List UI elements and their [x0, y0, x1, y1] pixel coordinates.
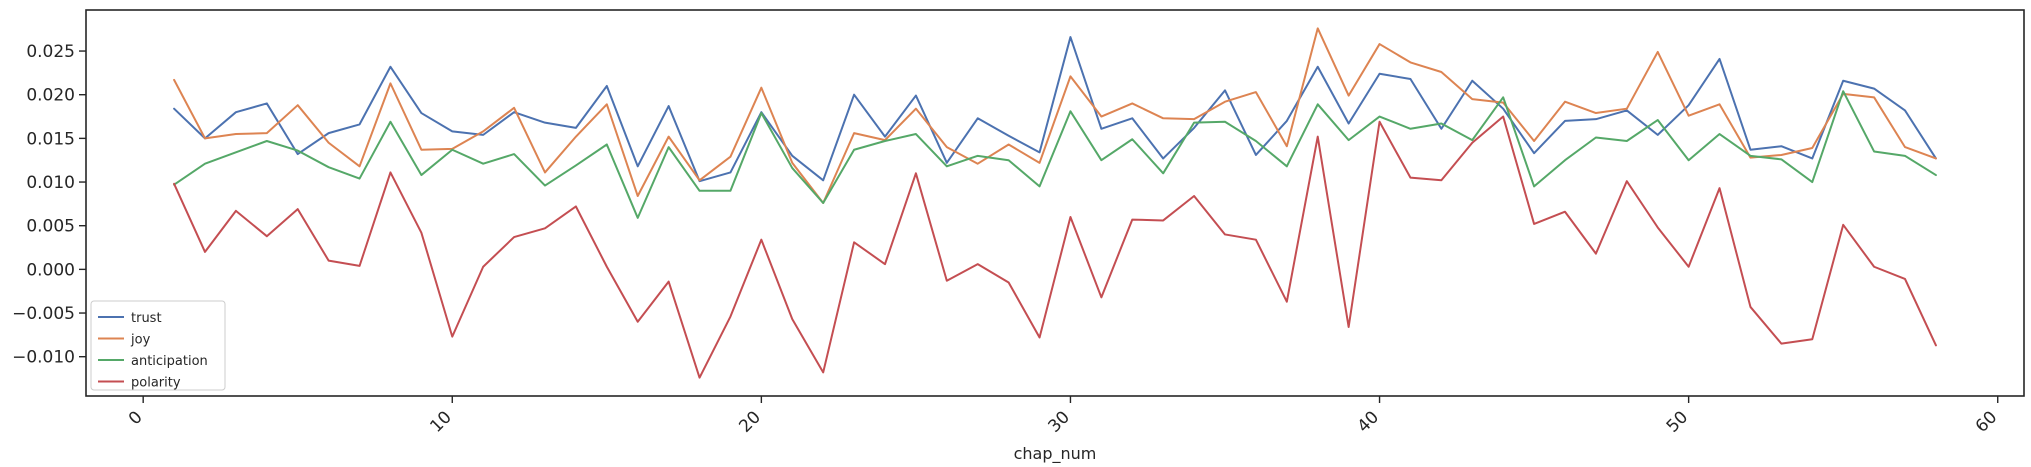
x-axis-title: chap_num — [1014, 444, 1097, 464]
y-tick-label: 0.025 — [26, 42, 75, 62]
plot-area: −0.010 −0.005 0.000 0.005 0.010 0.015 0.020 0.0… — [12, 9, 2025, 437]
y-tick-label: −0.010 — [12, 348, 75, 368]
y-tick-label: 0.000 — [26, 260, 75, 280]
plot-frame — [85, 9, 2025, 397]
series-line-joy — [173, 27, 1937, 204]
legend-label-trust: trust — [131, 311, 162, 326]
y-tick-label: 0.005 — [26, 217, 75, 237]
y-tick-label: 0.015 — [26, 129, 75, 149]
y-tick-label: 0.010 — [26, 173, 75, 193]
y-tick-label: 0.020 — [26, 86, 75, 106]
legend: trust joy anticipation polarity — [90, 300, 226, 391]
legend-label-polarity: polarity — [131, 376, 181, 391]
series-line-polarity — [173, 115, 1937, 379]
series-layer — [173, 27, 1937, 379]
series-line-trust — [173, 36, 1937, 183]
y-axis: −0.010 −0.005 0.000 0.005 0.010 0.015 0.020 0.0… — [12, 42, 86, 368]
series-line-anticipation — [173, 90, 1937, 219]
legend-box — [90, 300, 226, 391]
y-tick-label: −0.005 — [12, 304, 75, 324]
legend-label-joy: joy — [130, 333, 151, 348]
legend-label-anticipation: anticipation — [131, 354, 208, 369]
